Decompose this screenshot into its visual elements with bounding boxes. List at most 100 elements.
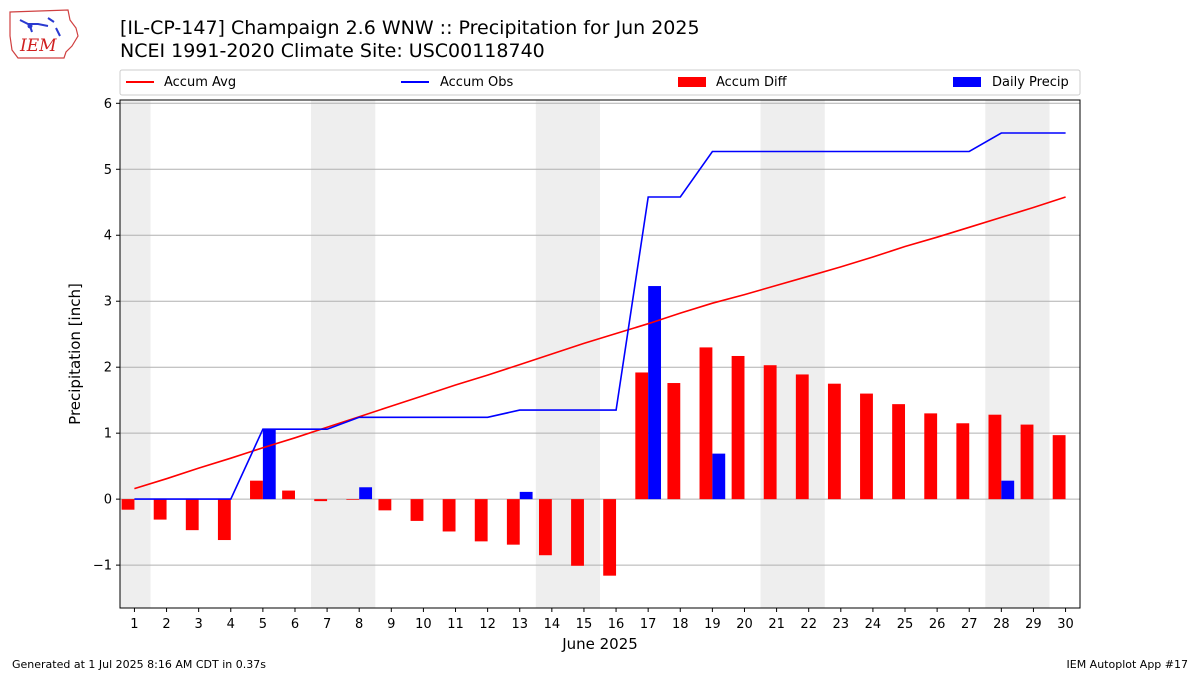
logo-text: IEM	[19, 36, 57, 56]
x-tick-label: 10	[415, 617, 432, 632]
bar-accum-diff-day-6	[282, 490, 295, 500]
bar-daily-precip-day-28	[1001, 480, 1015, 500]
bar-accum-diff-day-1	[121, 499, 135, 510]
x-tick-label: 16	[608, 617, 625, 632]
legend-swatch-accum-diff	[678, 77, 706, 87]
bar-accum-diff-day-23	[827, 383, 841, 500]
x-tick-label: 4	[227, 617, 235, 632]
x-tick-label: 9	[387, 617, 395, 632]
x-tick-label: 22	[800, 617, 817, 632]
x-axis: 1 2 3 4 5 6 7 8 9 10 11 12 13 14 15 16 17 18 19 20 21 22 23 24 2…	[130, 608, 1074, 632]
weekend-band-4	[760, 100, 825, 608]
x-tick-label: 29	[1025, 617, 1042, 632]
line-accum-obs	[134, 132, 1066, 500]
weekend-band-5	[985, 100, 1050, 608]
legend-label-accum-obs: Accum Obs	[440, 75, 513, 90]
bar-accum-diff-day-15	[571, 499, 584, 566]
x-tick-label: 2	[162, 617, 170, 632]
x-axis-label: June 2025	[561, 635, 638, 653]
bar-daily-precip-day-5	[262, 429, 276, 500]
y-tick-label: 1	[104, 427, 112, 442]
bar-accum-diff-day-16	[603, 499, 617, 576]
line-layer	[134, 132, 1066, 500]
x-tick-label: 14	[544, 617, 561, 632]
bar-daily-precip-day-17	[648, 286, 662, 500]
bar-accum-diff-day-10	[410, 499, 424, 521]
bar-accum-diff-day-22	[795, 374, 809, 500]
weekend-band-1	[120, 100, 151, 608]
x-tick-label: 15	[576, 617, 593, 632]
y-axis-label: Precipitation [inch]	[66, 283, 84, 425]
x-tick-label: 27	[961, 617, 978, 632]
bar-accum-diff-day-4	[217, 499, 231, 541]
chart-subtitle: NCEI 1991-2020 Climate Site: USC00118740	[120, 40, 545, 62]
x-tick-label: 13	[511, 617, 528, 632]
x-tick-label: 24	[865, 617, 882, 632]
bar-accum-diff-day-2	[153, 499, 167, 520]
bar-accum-diff-day-30	[1052, 435, 1066, 500]
x-tick-label: 26	[929, 617, 946, 632]
bar-accum-diff-day-20	[731, 355, 745, 500]
legend-label-daily-precip: Daily Precip	[992, 75, 1069, 90]
x-tick-label: 7	[323, 617, 331, 632]
legend: Accum Avg Accum Obs Accum Diff Daily Pre…	[119, 69, 1081, 96]
chart-title: [IL-CP-147] Champaign 2.6 WNW :: Precipi…	[120, 17, 700, 39]
bar-accum-diff-day-24	[860, 393, 873, 500]
y-tick-label: 2	[104, 361, 112, 376]
legend-frame	[119, 69, 1081, 96]
footer-app: IEM Autoplot App #17	[1066, 658, 1189, 671]
bar-accum-diff-day-26	[924, 413, 938, 500]
bar-accum-diff-day-3	[185, 499, 199, 531]
bar-accum-diff-day-21	[763, 365, 777, 500]
y-tick-label: 0	[104, 493, 112, 508]
y-tick-label: −1	[93, 559, 112, 574]
bar-accum-diff-day-14	[538, 499, 552, 556]
y-tick-label: 5	[104, 163, 112, 178]
x-tick-label: 19	[704, 617, 721, 632]
bar-accum-diff-day-27	[956, 423, 970, 500]
bar-accum-diff-day-19	[699, 347, 713, 500]
gridlines	[120, 102, 1080, 566]
legend-swatch-daily-precip	[953, 77, 981, 87]
bar-accum-diff-day-28	[988, 414, 1002, 500]
x-tick-label: 3	[195, 617, 203, 632]
bar-daily-precip-day-8	[359, 487, 373, 500]
x-tick-label: 5	[259, 617, 267, 632]
bar-accum-diff-day-7	[314, 499, 328, 502]
legend-label-accum-diff: Accum Diff	[716, 75, 788, 90]
bar-accum-diff-day-5	[250, 480, 263, 500]
x-tick-label: 6	[291, 617, 299, 632]
plot-frame	[119, 99, 1081, 609]
x-tick-label: 23	[833, 617, 850, 632]
weekend-bands	[120, 100, 1050, 608]
x-tick-label: 8	[355, 617, 363, 632]
bar-accum-diff-day-12	[474, 499, 488, 542]
bar-accum-diff-day-11	[442, 499, 456, 532]
x-tick-label: 17	[640, 617, 657, 632]
line-accum-avg	[134, 196, 1066, 490]
x-tick-label: 21	[768, 617, 785, 632]
bar-layer	[121, 286, 1066, 576]
bar-daily-precip-day-13	[519, 491, 533, 500]
bar-accum-diff-day-13	[506, 499, 520, 545]
bar-accum-diff-day-8	[346, 499, 360, 500]
y-tick-label: 4	[104, 229, 112, 244]
bar-daily-precip-day-19	[712, 453, 726, 500]
footer-generated: Generated at 1 Jul 2025 8:16 AM CDT in 0…	[12, 658, 266, 671]
bar-accum-diff-day-29	[1020, 424, 1034, 500]
bar-accum-diff-day-18	[667, 383, 681, 500]
bar-accum-diff-day-17	[635, 372, 649, 500]
x-tick-label: 1	[130, 617, 138, 632]
x-tick-label: 25	[897, 617, 914, 632]
y-axis: −1 0 1 2 3 4 5 6	[93, 97, 120, 574]
iem-logo: IEM	[9, 9, 79, 59]
bar-accum-diff-day-9	[378, 499, 392, 511]
x-tick-label: 28	[993, 617, 1010, 632]
weekend-band-2	[311, 100, 376, 608]
x-tick-label: 30	[1057, 617, 1074, 632]
x-tick-label: 11	[447, 617, 464, 632]
y-tick-label: 3	[104, 295, 112, 310]
y-tick-label: 6	[104, 97, 112, 112]
x-tick-label: 18	[672, 617, 689, 632]
